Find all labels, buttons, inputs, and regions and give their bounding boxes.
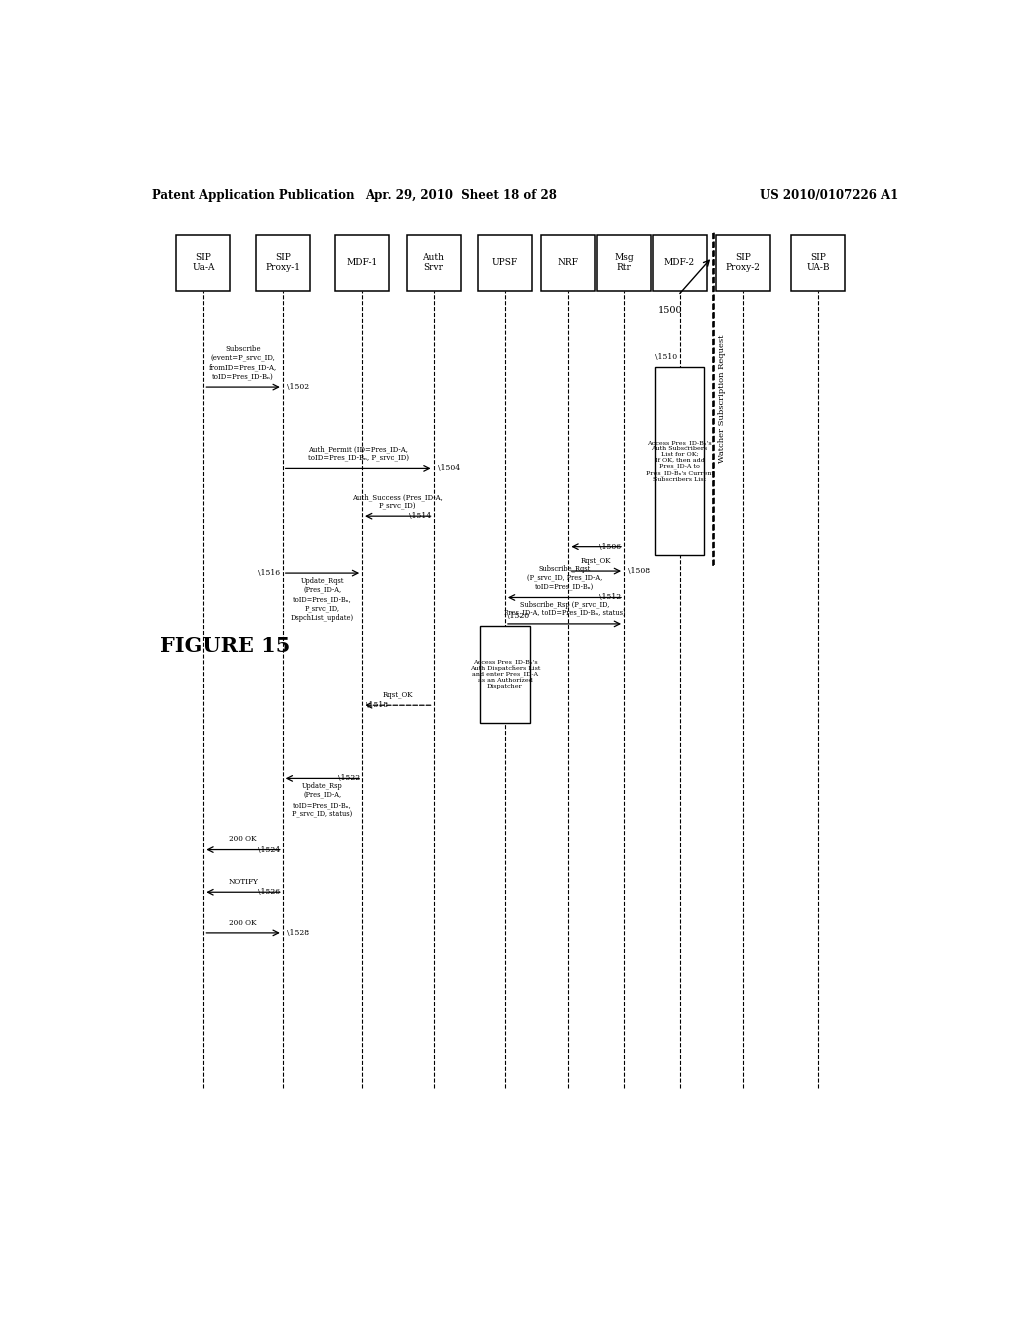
Bar xyxy=(335,235,389,290)
Text: 1500: 1500 xyxy=(657,306,682,314)
Text: SIP
Proxy-2: SIP Proxy-2 xyxy=(726,253,761,272)
Bar xyxy=(542,235,595,290)
Text: Auth_Success (Pres_ID-A,
P_srvc_ID): Auth_Success (Pres_ID-A, P_srvc_ID) xyxy=(352,492,443,510)
Bar xyxy=(655,367,705,554)
Text: \1528: \1528 xyxy=(287,929,309,937)
Text: Rqst_OK: Rqst_OK xyxy=(383,692,413,700)
Text: Rqst_OK: Rqst_OK xyxy=(581,557,611,565)
Text: US 2010/0107226 A1: US 2010/0107226 A1 xyxy=(760,189,898,202)
Text: \1506: \1506 xyxy=(599,543,622,550)
Text: 200 OK: 200 OK xyxy=(229,919,257,927)
Text: NRF: NRF xyxy=(558,259,579,267)
Text: \1516: \1516 xyxy=(258,569,281,577)
Text: Update_Rsp
(Pres_ID-A,
toID=Pres_ID-Bₙ,
P_srvc_ID, status): Update_Rsp (Pres_ID-A, toID=Pres_ID-Bₙ, … xyxy=(292,783,352,818)
Text: \1512: \1512 xyxy=(599,594,622,602)
Text: UPSF: UPSF xyxy=(492,259,518,267)
Bar xyxy=(652,235,707,290)
Text: \1518: \1518 xyxy=(367,701,388,709)
Text: \1514: \1514 xyxy=(409,512,431,520)
Text: Auth
Srvr: Auth Srvr xyxy=(423,253,444,272)
Text: \1524: \1524 xyxy=(258,846,281,854)
Text: Access Pres_ID-Bₙ's
Auth Dispatchers List
and enter Pres_ID-A
as an Authorized
D: Access Pres_ID-Bₙ's Auth Dispatchers Lis… xyxy=(470,660,540,689)
Text: NOTIFY: NOTIFY xyxy=(228,878,258,886)
Bar xyxy=(256,235,309,290)
Bar xyxy=(716,235,770,290)
Text: Subscribe_Rsp (P_srvc_ID,
Pres_ID-A, toID=Pres_ID-Bₙ, status): Subscribe_Rsp (P_srvc_ID, Pres_ID-A, toI… xyxy=(504,601,626,618)
Bar xyxy=(407,235,461,290)
Text: Apr. 29, 2010  Sheet 18 of 28: Apr. 29, 2010 Sheet 18 of 28 xyxy=(366,189,557,202)
Text: Msg
Rtr: Msg Rtr xyxy=(614,253,634,272)
Text: \1520: \1520 xyxy=(508,612,529,620)
Text: FIGURE 15: FIGURE 15 xyxy=(160,636,290,656)
Text: Auth_Permit (ID=Pres_ID-A,
toID=Pres_ID-Bₙ, P_srvc_ID): Auth_Permit (ID=Pres_ID-A, toID=Pres_ID-… xyxy=(307,445,409,462)
Text: \1526: \1526 xyxy=(258,888,281,896)
Bar xyxy=(176,235,230,290)
Bar xyxy=(597,235,651,290)
Bar xyxy=(480,626,529,722)
Text: \1504: \1504 xyxy=(437,465,460,473)
Text: MDF-1: MDF-1 xyxy=(346,259,378,267)
Text: Watcher Subscription Request: Watcher Subscription Request xyxy=(719,334,726,462)
Text: Subscribe
(event=P_srvc_ID,
fromID=Pres_ID-A,
toID=Pres_ID-Bₙ): Subscribe (event=P_srvc_ID, fromID=Pres_… xyxy=(209,346,278,381)
Text: Patent Application Publication: Patent Application Publication xyxy=(152,189,354,202)
Text: \1522: \1522 xyxy=(338,775,359,783)
Text: Access Pres_ID-Bₙ's
Auth Subscribers
List for OK;
If OK, then add
Pres_ID-A to
P: Access Pres_ID-Bₙ's Auth Subscribers Lis… xyxy=(645,440,714,482)
Text: Subscribe_Rqst
(P_srvc_ID, Pres_ID-A,
toID=Pres_ID-Bₙ): Subscribe_Rqst (P_srvc_ID, Pres_ID-A, to… xyxy=(527,565,602,591)
Bar xyxy=(478,235,531,290)
Text: MDF-2: MDF-2 xyxy=(664,259,695,267)
Text: Update_Rqst
(Pres_ID-A,
toID=Pres_ID-Bₙ,
P_srvc_ID,
DspchList_update): Update_Rqst (Pres_ID-A, toID=Pres_ID-Bₙ,… xyxy=(291,577,354,622)
Text: SIP
Proxy-1: SIP Proxy-1 xyxy=(265,253,300,272)
Text: 200 OK: 200 OK xyxy=(229,836,257,843)
Text: \1508: \1508 xyxy=(628,568,650,576)
Text: \1502: \1502 xyxy=(287,383,309,391)
Text: \1510: \1510 xyxy=(655,352,677,360)
Text: SIP
UA-B: SIP UA-B xyxy=(807,253,830,272)
Text: SIP
Ua-A: SIP Ua-A xyxy=(193,253,215,272)
Bar xyxy=(792,235,846,290)
